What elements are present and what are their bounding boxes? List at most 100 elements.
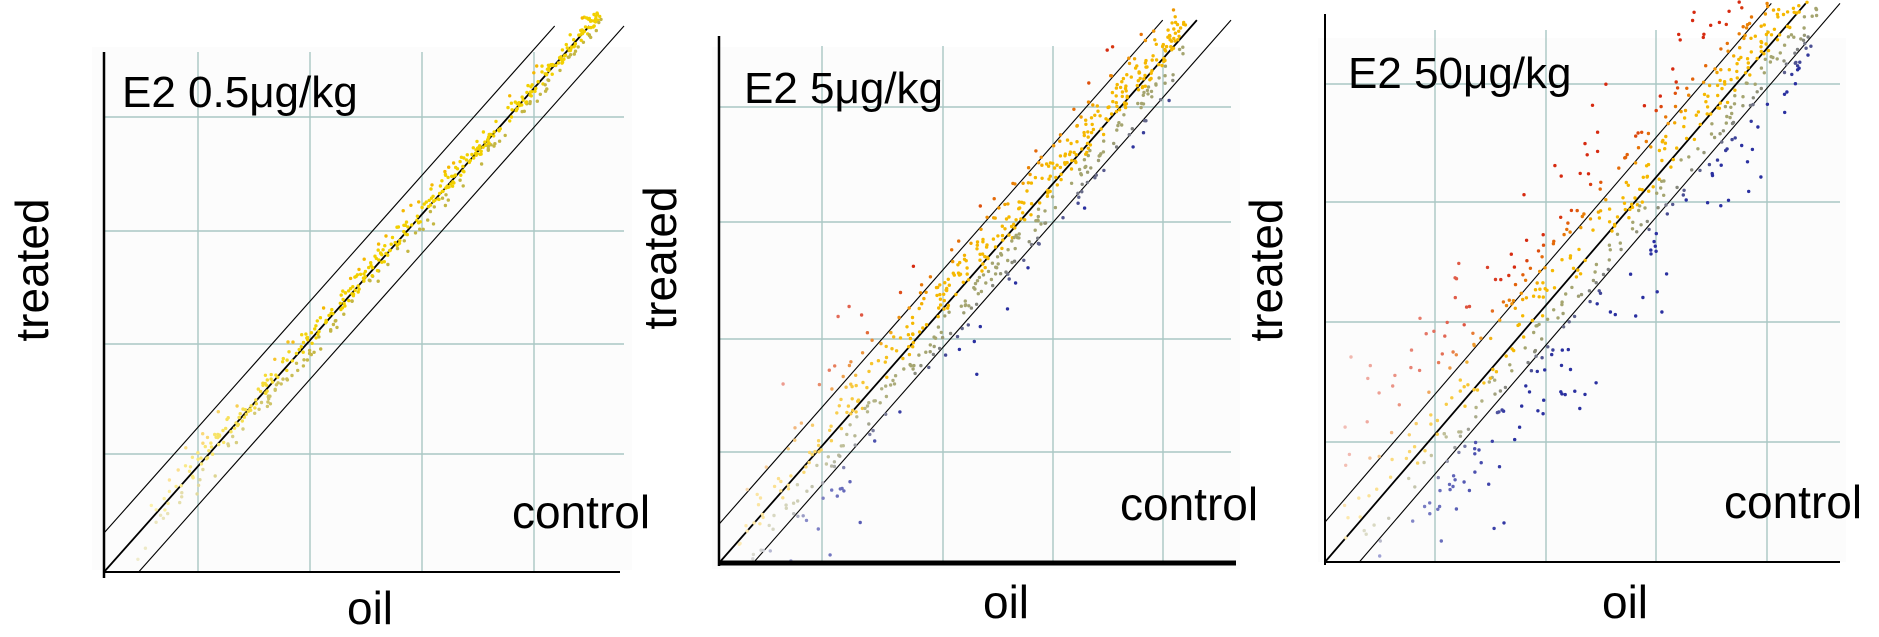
data-point	[249, 404, 253, 408]
data-point	[1783, 110, 1787, 115]
data-point	[1806, 53, 1810, 57]
data-point	[1473, 447, 1477, 451]
data-point	[1055, 163, 1059, 167]
data-point	[1017, 200, 1021, 204]
data-point	[1782, 59, 1786, 63]
data-point	[1462, 480, 1466, 484]
data-point	[1135, 64, 1139, 68]
data-point	[513, 100, 517, 104]
data-point	[1120, 123, 1124, 127]
data-point	[1521, 297, 1525, 302]
data-point	[781, 496, 785, 500]
data-point	[967, 304, 971, 308]
data-point	[1085, 150, 1089, 155]
data-point	[871, 428, 875, 433]
data-point	[855, 415, 859, 419]
data-point	[1702, 150, 1706, 155]
data-point	[339, 293, 343, 297]
data-point	[846, 404, 851, 408]
data-point	[1414, 421, 1418, 426]
data-point	[1604, 82, 1608, 86]
data-point	[226, 442, 230, 446]
data-point	[1520, 404, 1524, 408]
data-point	[1098, 153, 1102, 158]
data-point	[526, 83, 530, 88]
data-point	[1075, 140, 1079, 144]
data-point	[1086, 100, 1091, 104]
data-point	[789, 474, 793, 478]
data-point	[329, 328, 333, 332]
data-point	[324, 321, 328, 325]
data-point	[1712, 135, 1717, 140]
data-point	[1479, 336, 1483, 340]
data-point	[297, 347, 301, 352]
data-point	[594, 17, 598, 21]
data-point	[290, 359, 295, 363]
data-point	[370, 266, 375, 270]
data-point	[1445, 320, 1449, 325]
data-point	[1497, 465, 1502, 469]
data-point	[928, 343, 932, 347]
data-point	[386, 262, 390, 267]
data-point	[1144, 58, 1148, 63]
data-point	[856, 399, 860, 403]
data-point	[965, 266, 969, 270]
data-point	[1463, 404, 1467, 408]
data-point	[149, 503, 153, 508]
data-point	[276, 381, 280, 385]
data-point	[878, 401, 882, 405]
data-point	[1559, 363, 1564, 368]
data-point	[1560, 302, 1564, 307]
data-point	[1407, 449, 1412, 454]
data-point	[234, 440, 239, 445]
data-point	[1010, 239, 1014, 243]
data-point	[1594, 281, 1598, 285]
data-point	[894, 349, 899, 353]
data-point	[975, 240, 980, 244]
data-point	[1718, 78, 1722, 83]
data-point	[487, 141, 491, 145]
data-point	[268, 402, 273, 406]
data-point	[1597, 289, 1601, 293]
data-point	[853, 434, 857, 438]
data-point	[1454, 277, 1459, 281]
data-point	[872, 399, 876, 403]
data-point	[1445, 459, 1450, 463]
data-point	[1741, 25, 1745, 29]
data-point	[213, 432, 217, 437]
data-point	[1578, 272, 1583, 276]
data-point	[536, 80, 540, 84]
data-point	[1058, 154, 1063, 158]
data-point	[1721, 129, 1726, 133]
data-point	[1122, 101, 1127, 105]
data-point	[1619, 247, 1623, 252]
data-point	[1427, 390, 1431, 394]
data-point	[972, 286, 976, 290]
data-point	[1167, 98, 1171, 103]
data-point	[1014, 233, 1018, 237]
x-axis-label: oil	[1602, 576, 1648, 628]
data-point	[1725, 41, 1730, 46]
data-point	[1463, 444, 1467, 448]
data-point	[1626, 183, 1631, 187]
data-point	[1086, 153, 1091, 158]
data-point	[1755, 90, 1759, 94]
data-point	[221, 428, 225, 433]
data-point	[1634, 134, 1638, 138]
data-point	[1715, 83, 1720, 88]
data-point	[1171, 73, 1175, 77]
data-point	[995, 255, 1000, 259]
data-point	[772, 484, 777, 489]
data-point	[845, 432, 849, 437]
data-point	[1617, 166, 1621, 170]
data-point	[1473, 440, 1478, 445]
data-point	[1640, 200, 1645, 204]
data-point	[761, 515, 765, 520]
data-point	[1621, 196, 1625, 200]
data-point	[1172, 27, 1176, 31]
data-point	[1450, 396, 1454, 400]
data-point	[932, 335, 936, 339]
panel-e2-50: E2 50μg/kg control oil treated	[1240, 0, 1862, 628]
data-point	[1682, 116, 1687, 120]
data-point	[758, 522, 762, 526]
